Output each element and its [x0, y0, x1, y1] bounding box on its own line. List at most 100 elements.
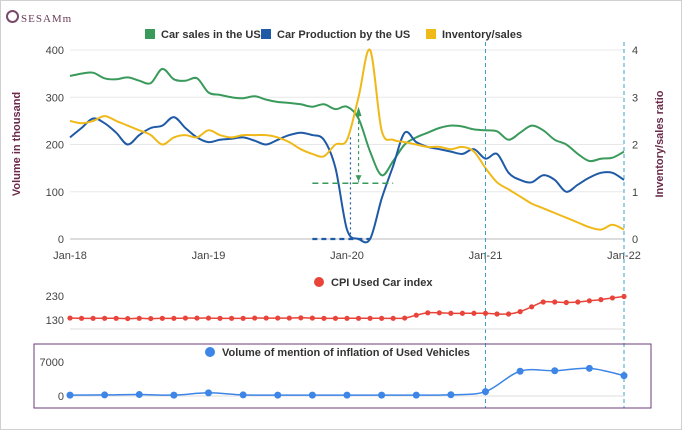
cpi-point	[448, 310, 454, 316]
cpi-point	[552, 299, 558, 305]
mentions-point	[239, 391, 247, 399]
cpi-point	[355, 315, 362, 321]
cpi-point	[609, 295, 616, 301]
mentions-point	[343, 391, 351, 399]
y2-tick-label: 0	[632, 234, 638, 246]
series-line-2	[69, 48, 625, 231]
cpi-point	[102, 315, 108, 321]
cpi-point	[263, 315, 269, 321]
mentions-title: Volume of mention of inflation of Used V…	[222, 347, 470, 359]
y-axis-label: Volume in thousand	[11, 92, 23, 196]
cpi-point	[494, 311, 500, 317]
cpi-point	[563, 299, 569, 306]
cpi-point	[240, 315, 246, 321]
x-tick-label: Jan-19	[192, 250, 226, 262]
cpi-point	[182, 315, 189, 321]
mentions-point	[205, 389, 212, 397]
mentions-point	[412, 391, 420, 399]
y2-tick-label: 3	[632, 92, 638, 104]
legend-label-1: Car Production by the US	[277, 29, 410, 41]
mentions-point	[516, 367, 524, 375]
mentions-point	[378, 391, 386, 399]
y-tick-label: 0	[58, 234, 64, 246]
cpi-point	[482, 310, 489, 316]
annotation-sales-arrow-down	[355, 175, 362, 182]
mentions-y-tick-label: 0	[58, 391, 64, 403]
brand-logo: SESAMm	[6, 10, 72, 25]
cpi-point	[459, 310, 466, 316]
cpi-point	[194, 315, 200, 321]
cpi-title: CPI Used Car index	[331, 277, 433, 289]
y2-tick-label: 4	[632, 45, 638, 57]
mentions-point	[585, 364, 593, 372]
y-tick-label: 100	[46, 187, 64, 199]
cpi-point	[67, 315, 73, 321]
cpi-point	[136, 315, 142, 321]
y2-tick-label: 2	[632, 140, 638, 152]
cpi-point	[505, 311, 512, 317]
mentions-point	[551, 367, 559, 375]
cpi-point	[286, 315, 292, 321]
cpi-point	[367, 315, 373, 321]
series-line-0	[69, 67, 625, 177]
cpi-point	[78, 315, 85, 321]
legend-marker-0	[145, 29, 155, 39]
legend-marker-2	[426, 29, 436, 39]
cpi-point	[113, 315, 119, 321]
brand-name: SESAMm	[21, 13, 73, 25]
x-tick-label: Jan-20	[330, 250, 364, 262]
cpi-line	[69, 295, 625, 320]
y2-tick-label: 1	[632, 187, 638, 199]
mentions-point	[135, 391, 143, 399]
mentions-point	[447, 391, 455, 399]
cpi-point	[436, 310, 442, 316]
y-tick-label: 300	[46, 92, 64, 104]
cpi-point	[390, 315, 396, 321]
cpi-point	[252, 315, 258, 321]
mentions-point	[274, 391, 282, 399]
cpi-point	[517, 309, 523, 315]
legend-marker-1	[261, 29, 271, 39]
mentions-point	[620, 372, 628, 380]
y-tick-label: 400	[46, 45, 64, 57]
cpi-point	[575, 299, 581, 305]
y-tick-label: 200	[46, 140, 64, 152]
mentions-panel-border	[33, 343, 652, 409]
cpi-point	[217, 315, 223, 321]
cpi-legend-marker	[314, 277, 324, 287]
cpi-point	[309, 315, 315, 321]
x-tick-label: Jan-18	[53, 250, 87, 262]
cpi-point	[228, 315, 235, 321]
cpi-point	[379, 315, 385, 321]
mentions-point	[170, 391, 178, 399]
legend-label-0: Car sales in the US	[161, 29, 261, 41]
cpi-point	[621, 293, 627, 300]
cpi-point	[148, 315, 154, 322]
brand-mark-icon	[6, 10, 19, 23]
cpi-point	[332, 315, 339, 321]
cpi-point	[321, 315, 327, 321]
mentions-point	[308, 391, 316, 399]
mentions-point	[482, 388, 489, 396]
cpi-point	[402, 315, 408, 321]
series-line-1	[69, 116, 625, 244]
cpi-point	[275, 315, 281, 321]
mentions-legend-marker	[205, 347, 215, 357]
mentions-point	[101, 391, 109, 399]
cpi-point	[598, 297, 604, 303]
cpi-point	[471, 310, 477, 316]
legend-label-2: Inventory/sales	[442, 29, 522, 41]
cpi-point	[344, 315, 350, 321]
cpi-point	[298, 315, 304, 321]
cpi-point	[529, 304, 535, 310]
cpi-point	[540, 299, 546, 305]
cpi-point	[125, 315, 131, 322]
cpi-y-tick-label: 230	[46, 291, 64, 303]
mentions-point	[66, 391, 74, 399]
mentions-line	[69, 367, 625, 396]
cpi-point	[205, 315, 212, 321]
cpi-point	[425, 310, 431, 316]
y2-axis-label: Inventory/sales ratio	[654, 90, 666, 197]
